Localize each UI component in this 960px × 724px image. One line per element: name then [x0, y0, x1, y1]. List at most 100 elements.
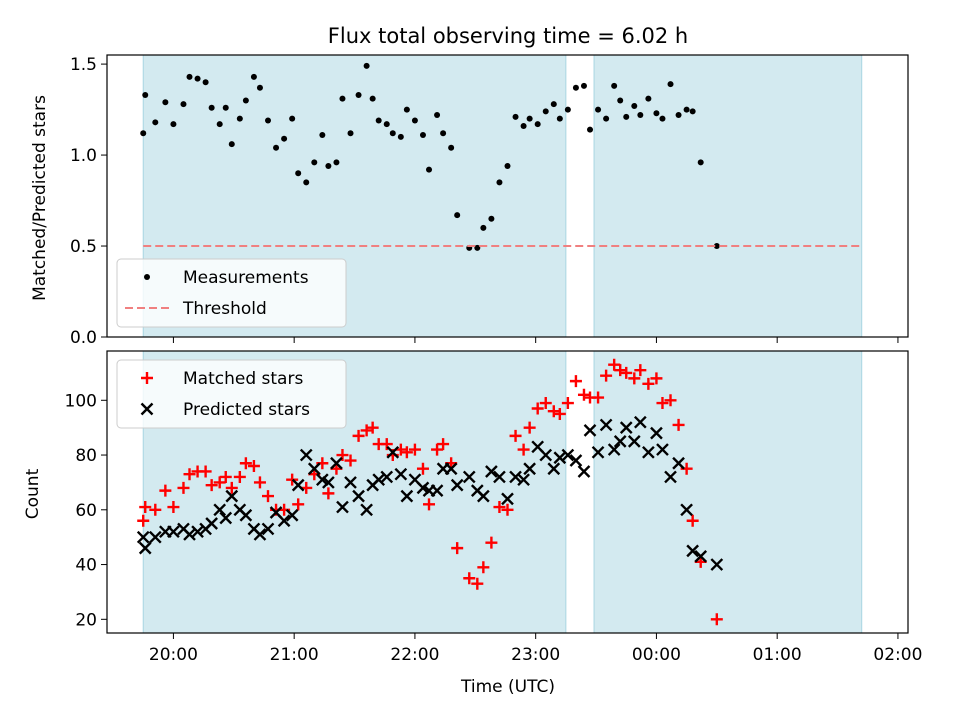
measurements-point — [363, 62, 370, 69]
measurements-point — [542, 108, 549, 115]
predicted-stars-point — [462, 470, 476, 484]
predicted-stars-point — [613, 435, 627, 448]
matched-stars-point — [642, 377, 655, 390]
measurements-point — [587, 126, 594, 133]
matched-stars-legend-swatch — [141, 372, 153, 384]
predicted-stars-point — [561, 448, 575, 462]
top-y-tick-label: 1.0 — [70, 146, 97, 166]
matched-stars-point — [233, 470, 246, 483]
predicted-stars-point — [330, 456, 343, 470]
x-tick-label: 22:00 — [390, 645, 439, 665]
matched-stars-point — [501, 503, 514, 516]
predicted-stars-point — [261, 522, 275, 536]
predicted-stars-point — [680, 503, 693, 517]
measurements-point — [713, 243, 720, 250]
matched-stars-point — [423, 498, 436, 511]
measurements-point — [595, 106, 602, 113]
measurements-point — [347, 130, 354, 137]
matched-stars-point — [509, 429, 522, 442]
bottom-y-tick-label: 20 — [75, 610, 97, 630]
matched-stars-point — [292, 498, 305, 511]
predicted-stars-point — [547, 462, 561, 476]
matched-stars-point — [517, 443, 530, 456]
matched-stars-point — [352, 429, 365, 442]
measurements-point — [170, 121, 177, 128]
measurements-point — [504, 162, 511, 169]
predicted-stars-point — [400, 489, 414, 503]
matched-stars-point — [451, 542, 464, 555]
measurements-point — [653, 110, 660, 117]
measurements-point — [369, 95, 376, 102]
measurements-point — [311, 159, 318, 166]
predicted-stars-point — [430, 484, 444, 497]
matched-stars-point — [344, 454, 357, 467]
measurements-point — [319, 132, 326, 139]
x-tick-label: 01:00 — [753, 645, 802, 665]
measurements-point — [325, 162, 332, 169]
predicted-stars-point — [219, 511, 233, 525]
matched-stars-point — [614, 364, 627, 377]
matched-stars-point — [322, 487, 335, 500]
measurements-point — [273, 144, 280, 151]
chart-title: Flux total observing time = 6.02 h — [328, 24, 688, 48]
measurements-point — [623, 113, 630, 120]
measurements-legend-label: Measurements — [183, 268, 309, 288]
matched-stars-point — [608, 358, 621, 371]
predicted-stars-point — [191, 525, 204, 539]
predicted-stars-point — [493, 470, 506, 484]
matched-stars-point — [656, 397, 669, 410]
matched-stars-point — [672, 418, 685, 431]
matched-stars-point — [380, 438, 393, 451]
predicted-stars-point — [167, 525, 180, 539]
bottom-y-tick-label: 60 — [75, 501, 97, 521]
matched-stars-point — [493, 501, 506, 514]
measurements-point — [236, 115, 243, 122]
predicted-stars-point — [205, 517, 219, 530]
predicted-stars-point — [686, 544, 700, 558]
matched-stars-point — [471, 577, 484, 590]
measurements-point — [419, 132, 426, 139]
predicted-stars-point — [517, 473, 530, 487]
top-shaded-window — [593, 54, 863, 338]
bottom-axes-frame — [106, 350, 909, 634]
matched-stars-point — [539, 397, 552, 410]
matched-stars-point — [561, 397, 574, 410]
measurements-point — [140, 130, 147, 137]
predicted-stars-point — [386, 445, 400, 459]
bottom-y-tick-label: 40 — [75, 556, 97, 576]
measurements-point — [675, 112, 682, 119]
measurements-point — [411, 117, 418, 124]
predicted-stars-point — [509, 470, 522, 484]
measurements-point — [520, 122, 527, 129]
predicted-stars-point — [380, 470, 394, 484]
measurements-point — [556, 115, 563, 122]
matched-stars-point — [253, 476, 266, 489]
measurements-point — [375, 117, 382, 124]
measurements-point — [389, 130, 396, 137]
matched-stars-point — [239, 457, 252, 470]
predicted-stars-point — [444, 462, 458, 476]
matched-stars-point — [400, 446, 413, 459]
measurements-point — [216, 121, 223, 128]
measurements-point — [303, 179, 310, 186]
x-tick-label: 00:00 — [632, 645, 681, 665]
predicted-stars-point — [138, 541, 152, 555]
predicted-stars-point — [694, 549, 708, 563]
matched-stars-point — [600, 369, 613, 382]
predicted-stars-point — [642, 445, 655, 459]
threshold-legend-label: Threshold — [182, 299, 267, 319]
measurements-point — [631, 102, 638, 109]
predicted-stars-point — [285, 508, 299, 522]
measurements-point — [180, 101, 187, 108]
predicted-stars-point — [627, 435, 641, 448]
measurements-point — [512, 113, 519, 120]
measurements-point — [440, 130, 447, 137]
measurements-point — [403, 106, 410, 113]
measurements-point — [474, 244, 481, 251]
predicted-stars-point — [650, 426, 663, 440]
measurements-point — [265, 117, 272, 124]
measurements-point — [697, 159, 704, 166]
predicted-stars-point — [672, 456, 685, 470]
bottom-y-tick-label: 80 — [75, 446, 97, 466]
measurements-point — [659, 115, 666, 122]
